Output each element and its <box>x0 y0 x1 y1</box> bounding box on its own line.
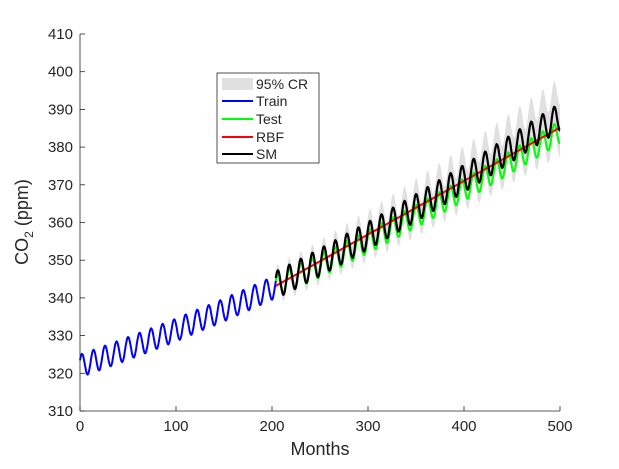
y-tick-label: 330 <box>48 328 73 345</box>
y-tick-label: 340 <box>48 290 73 307</box>
sm-line <box>274 105 561 297</box>
y-tick-label: 410 <box>48 26 73 43</box>
cr-band <box>275 81 560 301</box>
x-axis-label: Months <box>290 439 349 459</box>
legend-label-sm: SM <box>256 146 277 162</box>
legend-label-rbf: RBF <box>256 129 284 145</box>
train-line <box>79 278 277 376</box>
cr-band-layer <box>275 81 560 301</box>
legend-label-test: Test <box>256 111 282 127</box>
y-tick-label: 370 <box>48 177 73 194</box>
y-axis-label: CO2 (ppm) <box>12 179 36 265</box>
legend-label-cr: 95% CR <box>256 76 308 92</box>
legend-swatch-cr <box>222 78 253 90</box>
y-tick-label: 360 <box>48 215 73 232</box>
y-tick-label: 320 <box>48 365 73 382</box>
y-tick-label: 380 <box>48 139 73 156</box>
x-tick-label: 300 <box>355 418 380 435</box>
y-tick-label: 310 <box>48 403 73 420</box>
x-tick-label: 100 <box>163 418 188 435</box>
x-tick-label: 400 <box>451 418 476 435</box>
x-tick-label: 0 <box>76 418 84 435</box>
legend: 95% CR Train Test RBF SM <box>216 72 320 164</box>
series-layer <box>79 105 561 376</box>
axes-layer: 0 100 200 300 400 500 310 320 330 340 350 360 370 380… <box>48 26 573 435</box>
test-line <box>274 123 561 296</box>
legend-label-train: Train <box>256 93 287 109</box>
x-tick-label: 200 <box>259 418 284 435</box>
x-tick-label: 500 <box>547 418 572 435</box>
y-tick-label: 400 <box>48 64 73 81</box>
y-tick-label: 350 <box>48 252 73 269</box>
y-tick-label: 390 <box>48 101 73 118</box>
